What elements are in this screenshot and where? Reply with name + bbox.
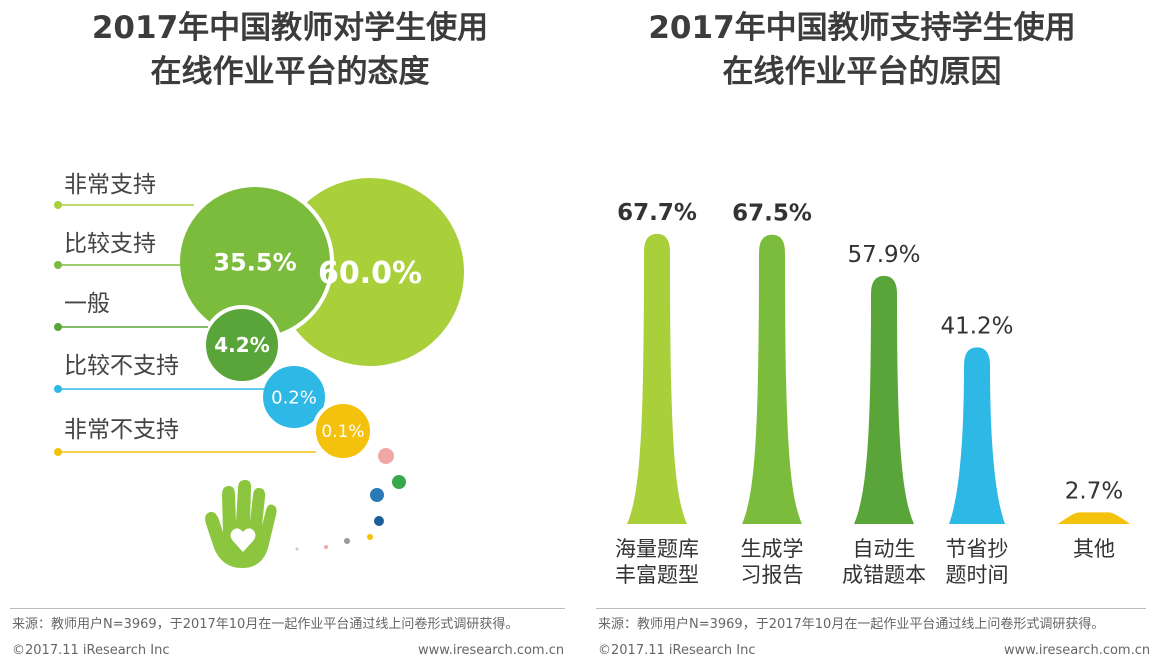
right-website: www.iresearch.com.cn: [1004, 643, 1151, 658]
bar-value-label: 2.7%: [1065, 478, 1123, 504]
decorative-dot: [367, 534, 373, 540]
bar-3: [854, 275, 914, 524]
right-title-line1: 2017年中国教师支持学生使用: [648, 10, 1076, 46]
bubble-value-label: 0.1%: [321, 422, 364, 442]
left-title-line1: 2017年中国教师对学生使用: [91, 10, 489, 46]
right-chart-title: 2017年中国教师支持学生使用 在线作业平台的原因: [582, 6, 1142, 94]
decorative-dot: [392, 475, 406, 489]
bar-category-label: 自动生: [853, 537, 916, 561]
bar-2: [742, 234, 802, 524]
bar-value-label: 67.7%: [617, 200, 697, 226]
bubble-value-label: 0.2%: [271, 387, 317, 408]
bar-category-label: 海量题库: [615, 537, 699, 561]
bar-value-label: 67.5%: [732, 201, 812, 227]
bar-value-label: 41.2%: [940, 313, 1013, 339]
bar-category-label: 其他: [1073, 537, 1115, 561]
bubble-value-label: 4.2%: [214, 333, 269, 357]
left-website: www.iresearch.com.cn: [418, 643, 565, 658]
left-source-note: 来源：教师用户N=3969，于2017年10月在一起作业平台通过线上问卷形式调研…: [12, 617, 519, 632]
bubble-value-label: 35.5%: [213, 249, 296, 277]
category-label: 非常不支持: [64, 417, 179, 443]
left-chart-title: 2017年中国教师对学生使用 在线作业平台的态度: [10, 6, 570, 94]
bar-4: [949, 347, 1005, 524]
legend-dot: [54, 448, 62, 456]
decorative-dots: [295, 448, 406, 551]
bubble-chart: 60.0% 35.5% 4.2% 0.2%0.1% 非常支持比较支持一般比较不支持非常不…: [54, 172, 468, 462]
bar-5: [1058, 512, 1130, 524]
bar-category-label: 生成学: [741, 537, 804, 561]
legend-dot: [54, 201, 62, 209]
bar-1: [627, 233, 687, 524]
legend-dot: [54, 385, 62, 393]
bar-category-label: 丰富题型: [615, 563, 699, 587]
left-footer-divider: [10, 608, 565, 609]
bar-category-label: 节省抄: [946, 537, 1009, 561]
bubble-value-label: 60.0%: [318, 256, 422, 291]
decorative-dot: [374, 516, 384, 526]
bar-category-label: 成错题本: [842, 563, 926, 587]
legend-dot: [54, 261, 62, 269]
category-label: 一般: [64, 291, 110, 317]
legend-dot: [54, 323, 62, 331]
decorative-dot: [295, 547, 299, 551]
decorative-dot: [370, 488, 384, 502]
right-copyright: ©2017.11 iResearch Inc: [598, 643, 756, 658]
left-copyright: ©2017.11 iResearch Inc: [12, 643, 170, 658]
bar-category-label: 题时间: [946, 563, 1009, 587]
right-title-line2: 在线作业平台的原因: [722, 54, 1002, 90]
category-label: 比较不支持: [64, 353, 179, 379]
category-label: 非常支持: [64, 172, 156, 198]
right-footer-divider: [596, 608, 1146, 609]
right-source-note: 来源：教师用户N=3969，于2017年10月在一起作业平台通过线上问卷形式调研…: [598, 617, 1105, 632]
decorative-dot: [324, 545, 328, 549]
decorative-dot: [344, 538, 350, 544]
bubble-5: [312, 400, 374, 462]
hand-heart-icon: [205, 480, 277, 568]
bar-category-label: 习报告: [741, 563, 804, 587]
decorative-dot: [378, 448, 394, 464]
bubble-3: [202, 305, 282, 385]
bubble-4: [259, 362, 329, 432]
left-title-line2: 在线作业平台的态度: [150, 54, 430, 90]
bar-value-label: 57.9%: [847, 242, 920, 268]
category-label: 比较支持: [64, 231, 156, 257]
